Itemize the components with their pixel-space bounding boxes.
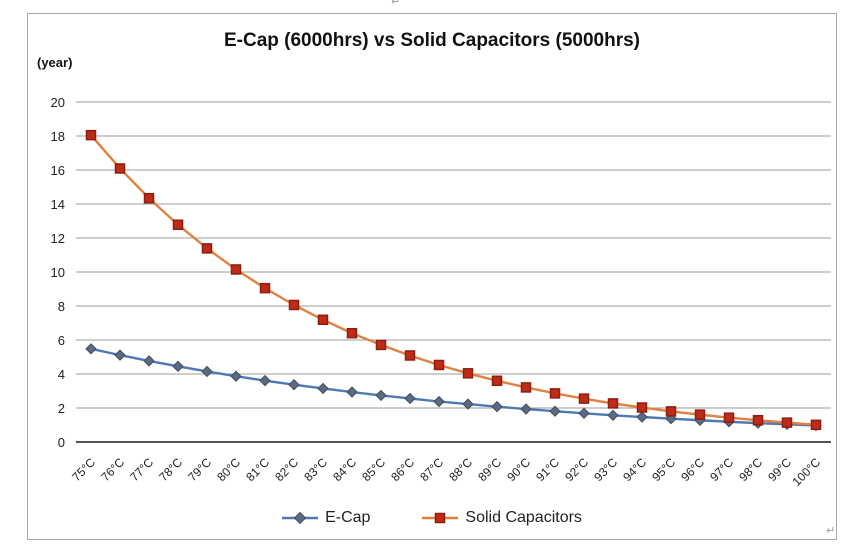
solid-capacitors-marker (346, 327, 358, 339)
paragraph-mark-top: ↵ (391, 0, 401, 8)
e-cap-marker (433, 395, 445, 408)
x-axis-tick-label: 85°C (359, 455, 388, 484)
solid-capacitors-marker (694, 409, 706, 420)
solid-capacitors-marker (85, 129, 97, 141)
x-axis-tick-label: 82°C (272, 455, 301, 484)
solid-capacitors-marker (520, 382, 532, 393)
solid-capacitors-marker (607, 398, 619, 409)
y-axis-tick-label: 14 (51, 197, 65, 212)
y-axis-tick-label: 8 (58, 299, 65, 314)
x-axis-tick-label: 96°C (678, 455, 707, 484)
solid-capacitors-marker (665, 406, 677, 417)
solid-capacitors-marker (636, 402, 648, 413)
x-axis-tick-label: 79°C (185, 455, 214, 484)
x-axis-tick-label: 77°C (127, 455, 156, 484)
e-cap-marker (346, 386, 358, 398)
solid-capacitors-marker (201, 243, 213, 254)
legend-item-e-cap[interactable]: E-Cap (282, 509, 370, 527)
chart-legend: E-Cap Solid Capacitors (28, 509, 836, 527)
e-cap-line (90, 347, 817, 427)
x-axis-tick-label: 93°C (591, 455, 620, 484)
solid-capacitors-legend-marker-icon (422, 512, 459, 524)
solid-capacitors-marker (172, 219, 184, 230)
e-cap-marker (636, 411, 648, 423)
x-axis-tick-label: 88°C (446, 455, 475, 484)
paragraph-mark-bottom: ↵ (826, 525, 836, 537)
x-axis-tick-label: 78°C (156, 455, 185, 484)
solid-capacitors-marker (114, 163, 126, 174)
e-cap-marker (520, 403, 532, 415)
e-cap-marker (201, 365, 213, 378)
e-cap-legend-marker-icon (282, 512, 319, 524)
legend-label-e-cap: E-Cap (325, 509, 371, 526)
x-axis-tick-label: 98°C (736, 455, 765, 484)
x-axis-tick-label: 81°C (243, 455, 272, 484)
e-cap-marker (288, 379, 300, 391)
x-axis-tick-label: 76°C (98, 455, 127, 484)
y-axis-tick-label: 4 (58, 367, 65, 382)
chart-title: E-Cap (6000hrs) vs Solid Capacitors (500… (223, 30, 641, 51)
e-cap-marker (549, 405, 561, 417)
solid-capacitors-marker (375, 339, 387, 351)
legend-item-solid-capacitors[interactable]: Solid Capacitors (422, 509, 582, 527)
x-axis-tick-label: 100°C (790, 455, 824, 489)
y-axis-tick-label: 20 (51, 95, 65, 110)
solid-capacitors-marker (549, 388, 561, 399)
e-cap-marker (85, 343, 97, 355)
solid-capacitors-line (90, 134, 817, 427)
solid-capacitors-marker (404, 350, 416, 361)
e-cap-marker (317, 382, 329, 395)
y-axis-tick-label: 16 (51, 163, 65, 178)
x-axis-tick-label: 89°C (475, 455, 504, 484)
e-cap-marker (404, 392, 416, 405)
solid-capacitors-marker (143, 192, 155, 204)
x-axis-tick-label: 80°C (214, 455, 243, 484)
e-cap-marker (172, 360, 184, 373)
x-axis-tick-label: 91°C (533, 455, 562, 484)
y-axis-tick-label: 18 (51, 129, 65, 144)
e-cap-marker (114, 349, 126, 361)
chart-container[interactable]: E-Cap (6000hrs) vs Solid Capacitors (500… (27, 13, 837, 540)
e-cap-marker (491, 400, 503, 413)
x-axis-tick-label: 75°C (69, 455, 98, 484)
e-cap-marker (230, 370, 242, 382)
x-axis-tick-label: 94°C (620, 455, 649, 484)
x-axis-tick-label: 86°C (388, 455, 417, 484)
solid-capacitors-marker (288, 299, 300, 311)
solid-capacitors-marker (462, 368, 474, 379)
x-axis-tick-label: 90°C (504, 455, 533, 484)
y-axis-tick-label: 12 (51, 231, 65, 246)
solid-capacitors-marker (433, 359, 445, 371)
y-axis-tick-label: 6 (58, 333, 65, 348)
x-axis-tick-label: 87°C (417, 455, 446, 484)
e-cap-marker (259, 374, 271, 387)
e-cap-marker (462, 398, 474, 410)
y-axis-tick-label: 2 (58, 401, 65, 416)
solid-capacitors-marker (578, 393, 590, 404)
solid-capacitors-marker (259, 282, 271, 294)
e-cap-marker (143, 355, 155, 367)
legend-label-solid-capacitors: Solid Capacitors (465, 509, 582, 526)
y-axis-tick-label: 0 (58, 435, 65, 450)
solid-capacitors-marker (752, 414, 764, 426)
y-axis-unit-label: (year) (37, 55, 73, 70)
solid-capacitors-marker (491, 375, 503, 387)
solid-capacitors-marker (781, 417, 793, 428)
solid-capacitors-marker (230, 264, 242, 275)
x-axis-tick-label: 92°C (562, 455, 591, 484)
e-cap-marker (578, 407, 590, 419)
plot-area: 0 2 4 6 8 10 12 14 16 18 20 75°C 76°C 77°C 78°C 79°C 80°… (51, 95, 831, 489)
x-axis-tick-label: 83°C (301, 455, 330, 484)
x-axis-tick-label: 97°C (707, 455, 736, 484)
y-axis-tick-label: 10 (51, 265, 65, 280)
solid-capacitors-marker (317, 314, 329, 326)
x-axis-tick-label: 84°C (330, 455, 359, 484)
x-axis-tick-label: 95°C (649, 455, 678, 484)
solid-capacitors-marker (810, 419, 822, 431)
solid-capacitors-marker (723, 412, 735, 423)
e-cap-marker (607, 409, 619, 422)
e-cap-marker (375, 389, 387, 402)
